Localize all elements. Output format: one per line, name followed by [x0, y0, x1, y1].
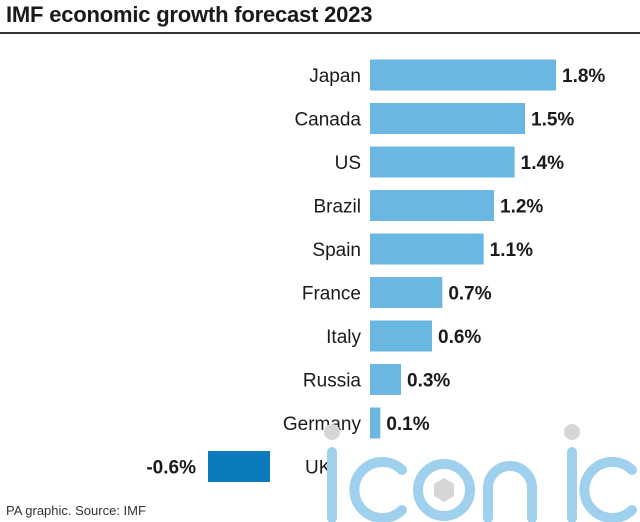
category-label-brazil: Brazil: [313, 197, 361, 218]
category-label-france: France: [302, 284, 361, 305]
bar-russia: [370, 364, 401, 395]
source-footer: PA graphic. Source: IMF: [6, 503, 146, 518]
category-label-uk: UK: [305, 458, 332, 479]
bar-spain: [370, 233, 484, 265]
value-label-uk: -0.6%: [146, 458, 196, 479]
value-label-brazil: 1.2%: [500, 197, 543, 218]
bar-uk: [208, 451, 270, 482]
value-label-germany: 0.1%: [386, 414, 429, 435]
chart-title: IMF economic growth forecast 2023: [6, 2, 373, 27]
value-label-france: 0.7%: [448, 284, 491, 305]
value-label-us: 1.4%: [521, 153, 564, 174]
bar-france: [370, 277, 443, 308]
value-label-spain: 1.1%: [490, 240, 533, 261]
bar-chart: Japan 1.8% Canada 1.5% US 1.4% Brazil 1.2% Spain…: [146, 59, 605, 482]
category-label-italy: Italy: [326, 327, 361, 348]
bar-canada: [370, 103, 525, 134]
title-divider: [0, 32, 640, 34]
bar-brazil: [370, 190, 494, 221]
bar-us: [370, 146, 515, 178]
category-label-japan: Japan: [309, 66, 361, 87]
category-label-spain: Spain: [312, 240, 361, 261]
value-label-russia: 0.3%: [407, 371, 450, 392]
bar-japan: [370, 59, 556, 91]
category-label-canada: Canada: [294, 110, 361, 131]
bar-germany: [370, 407, 381, 439]
iconic-watermark-logo: [324, 424, 637, 522]
category-label-us: US: [335, 153, 361, 174]
bar-italy: [370, 320, 432, 352]
value-label-italy: 0.6%: [438, 327, 481, 348]
value-label-canada: 1.5%: [531, 110, 574, 131]
category-label-germany: Germany: [283, 414, 362, 435]
value-label-japan: 1.8%: [562, 66, 605, 87]
category-label-russia: Russia: [303, 371, 362, 392]
